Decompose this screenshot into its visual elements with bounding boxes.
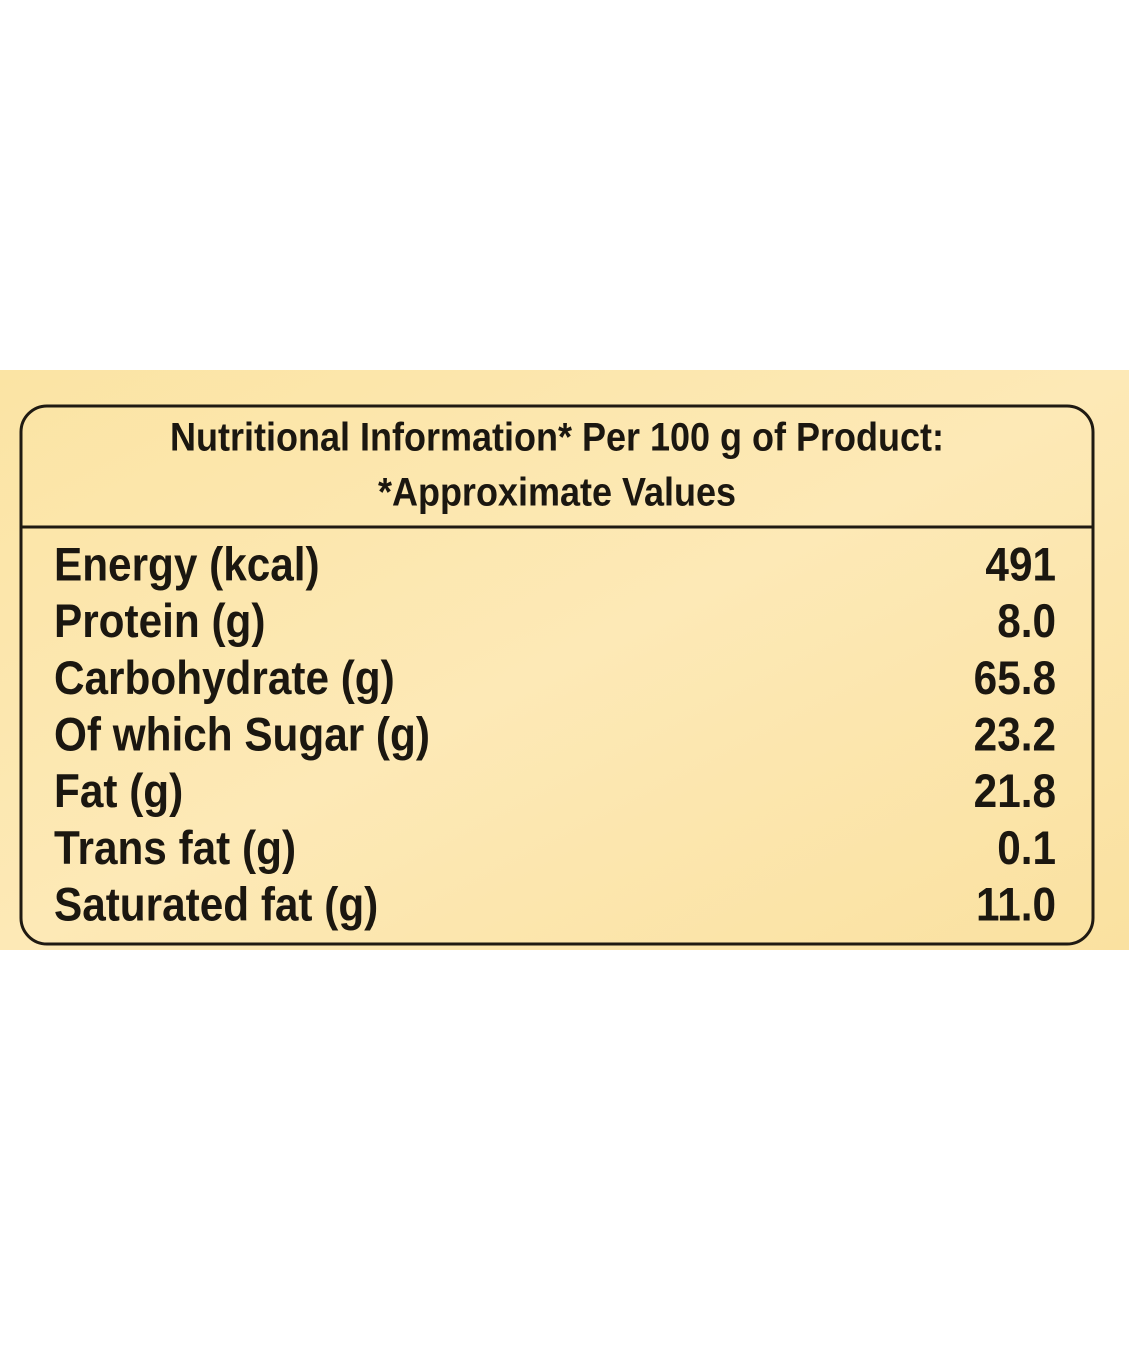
row-value-group: 65.8 — [974, 653, 1056, 705]
row-label-group: Carbohydrate (g) — [54, 653, 395, 705]
row-value: 65.8 — [974, 653, 1056, 705]
row-value-group: 0.1 — [997, 823, 1056, 875]
row-label: Protein (g) — [54, 596, 265, 648]
row-value: 0.1 — [997, 823, 1056, 875]
row-value: 11.0 — [976, 880, 1056, 932]
row-value: 23.2 — [974, 710, 1056, 762]
row-value-group: 21.8 — [974, 766, 1056, 818]
label-background — [0, 370, 1129, 950]
row-label-group: Of which Sugar (g) — [54, 710, 430, 762]
row-label-group: Fat (g) — [54, 766, 183, 818]
table-body: Energy (kcal) 491 Protein (g) 8.0 Carbohydra… — [54, 539, 1056, 931]
title: Nutritional Information* Per 100 g of Pr… — [170, 416, 944, 460]
subtitle-group: *Approximate Values — [378, 471, 736, 515]
row-label: Carbohydrate (g) — [54, 653, 395, 705]
row-value: 21.8 — [974, 766, 1056, 818]
row-value-group: 8.0 — [997, 596, 1056, 648]
row-label: Fat (g) — [54, 766, 183, 818]
subtitle: *Approximate Values — [378, 471, 736, 515]
row-label: Energy (kcal) — [54, 539, 320, 591]
row-label-group: Energy (kcal) — [54, 539, 320, 591]
row-value-group: 23.2 — [974, 710, 1056, 762]
row-value: 491 — [985, 539, 1056, 591]
row-label-group: Protein (g) — [54, 596, 265, 648]
row-label: Saturated fat (g) — [54, 880, 378, 932]
row-value: 8.0 — [997, 596, 1056, 648]
row-label-group: Trans fat (g) — [54, 823, 296, 875]
row-label: Trans fat (g) — [54, 823, 296, 875]
row-label-group: Saturated fat (g) — [54, 880, 378, 932]
row-value-group: 11.0 — [976, 880, 1056, 932]
table-border — [19, 404, 1095, 946]
row-value-group: 491 — [985, 539, 1056, 591]
row-label: Of which Sugar (g) — [54, 710, 430, 762]
title-group: Nutritional Information* Per 100 g of Pr… — [170, 416, 944, 460]
